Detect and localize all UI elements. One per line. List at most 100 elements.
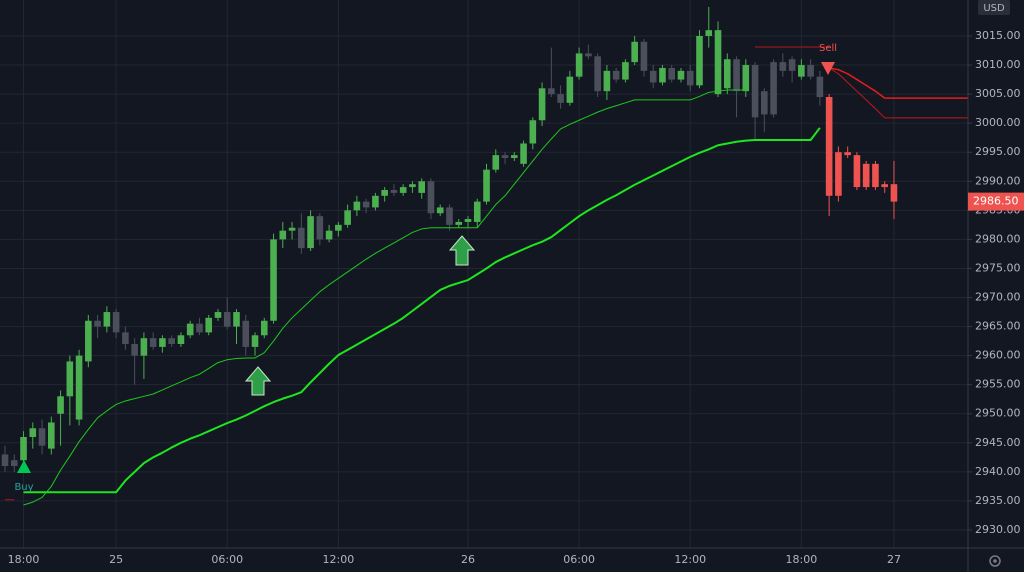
indicator-line (829, 67, 969, 99)
x-tick-label: 12:00 (674, 553, 706, 566)
candle-body (751, 65, 759, 118)
x-tick-label: 18:00 (786, 553, 818, 566)
candle-body (20, 436, 27, 461)
candle-body (566, 76, 574, 103)
candle-body (298, 227, 305, 249)
candle-body (140, 338, 148, 356)
candle-body (853, 155, 861, 188)
candle-body (288, 227, 296, 231)
candle-body (483, 169, 490, 202)
candle-body (761, 91, 768, 115)
candle-body (48, 422, 55, 449)
candle-body (511, 155, 518, 159)
candle-body (325, 230, 333, 240)
candle-body (399, 187, 407, 193)
x-tick-label: 12:00 (323, 553, 355, 566)
candle-body (418, 181, 425, 193)
x-tick-label: 06:00 (211, 553, 243, 566)
candle-body (353, 201, 361, 211)
candle-body (594, 56, 601, 92)
y-tick-label: 3005.00 (975, 87, 1021, 100)
candle-body (557, 94, 564, 103)
candle-body (622, 62, 629, 80)
last-price-label: 2986.50 (973, 195, 1019, 208)
y-tick-label: 2940.00 (975, 465, 1021, 478)
candle-body (798, 65, 805, 77)
candle-body (214, 312, 222, 318)
indicator-lines (5, 46, 969, 506)
candle-body (677, 70, 685, 80)
x-tick-label: 25 (109, 553, 123, 566)
candle-body (75, 355, 83, 420)
candle-body (260, 320, 268, 336)
sell-marker (821, 62, 835, 75)
candle-body (816, 76, 824, 97)
settings-gear[interactable] (989, 555, 1001, 567)
candle-body (733, 59, 740, 92)
y-tick-label: 2945.00 (975, 436, 1021, 449)
sell-label: Sell (819, 43, 837, 54)
candle-body (57, 396, 64, 414)
candle-body (131, 344, 138, 356)
y-tick-label: 2980.00 (975, 232, 1021, 245)
candle-body (94, 320, 101, 327)
candle-body (473, 201, 481, 222)
candle-body (640, 41, 648, 71)
candle-body (362, 201, 370, 208)
candle-body (436, 207, 444, 214)
candle-body (705, 30, 713, 36)
candle-body (307, 216, 314, 249)
settings-icon[interactable] (989, 555, 1001, 567)
candle-body (631, 41, 638, 63)
candle-body (529, 120, 537, 144)
candle-body (344, 210, 351, 225)
candles (1, 6, 898, 472)
y-tick-label: 2930.00 (975, 523, 1021, 536)
candle-body (112, 312, 120, 333)
candle-body (464, 219, 472, 222)
candle-body (825, 96, 833, 196)
buy-label: Buy (14, 482, 33, 493)
y-tick-label: 2995.00 (975, 145, 1021, 158)
candle-body (335, 224, 342, 231)
candle-body (427, 181, 435, 214)
candle-body (520, 143, 527, 164)
candle-body (186, 323, 194, 336)
y-tick-label: 2975.00 (975, 261, 1021, 274)
candle-body (881, 184, 888, 188)
candle-body (390, 189, 398, 193)
candle-body (372, 195, 379, 208)
candle-body (492, 155, 500, 170)
candle-body (10, 460, 18, 467)
candle-body (270, 239, 277, 321)
candle-body (29, 428, 37, 437)
indicator-line (5, 46, 830, 501)
y-tick-label: 2960.00 (975, 349, 1021, 362)
candle-body (696, 35, 703, 86)
signal-arrow (244, 366, 272, 396)
candle-body (807, 65, 814, 77)
candle-body (872, 163, 879, 188)
y-tick-label: 2950.00 (975, 407, 1021, 420)
y-tick-label: 2955.00 (975, 378, 1021, 391)
candle-body (233, 312, 240, 327)
x-tick-label: 18:00 (8, 553, 40, 566)
candle-body (835, 152, 842, 196)
candle-body (890, 184, 898, 202)
candle-body (788, 59, 796, 71)
indicator-line (23, 127, 821, 494)
indicator-line (828, 67, 969, 119)
settings-gear-center[interactable] (993, 559, 997, 563)
last-price-badge (968, 192, 1024, 211)
y-tick-label: 2965.00 (975, 320, 1021, 333)
candle-body (177, 335, 185, 345)
candle-body (85, 320, 92, 362)
buy-marker (17, 460, 31, 473)
candle-body (168, 338, 175, 345)
candle-body (686, 70, 694, 86)
candle-body (612, 70, 620, 80)
candle-body (575, 53, 583, 77)
candle-body (585, 53, 592, 57)
currency-label: USD (983, 3, 1005, 14)
